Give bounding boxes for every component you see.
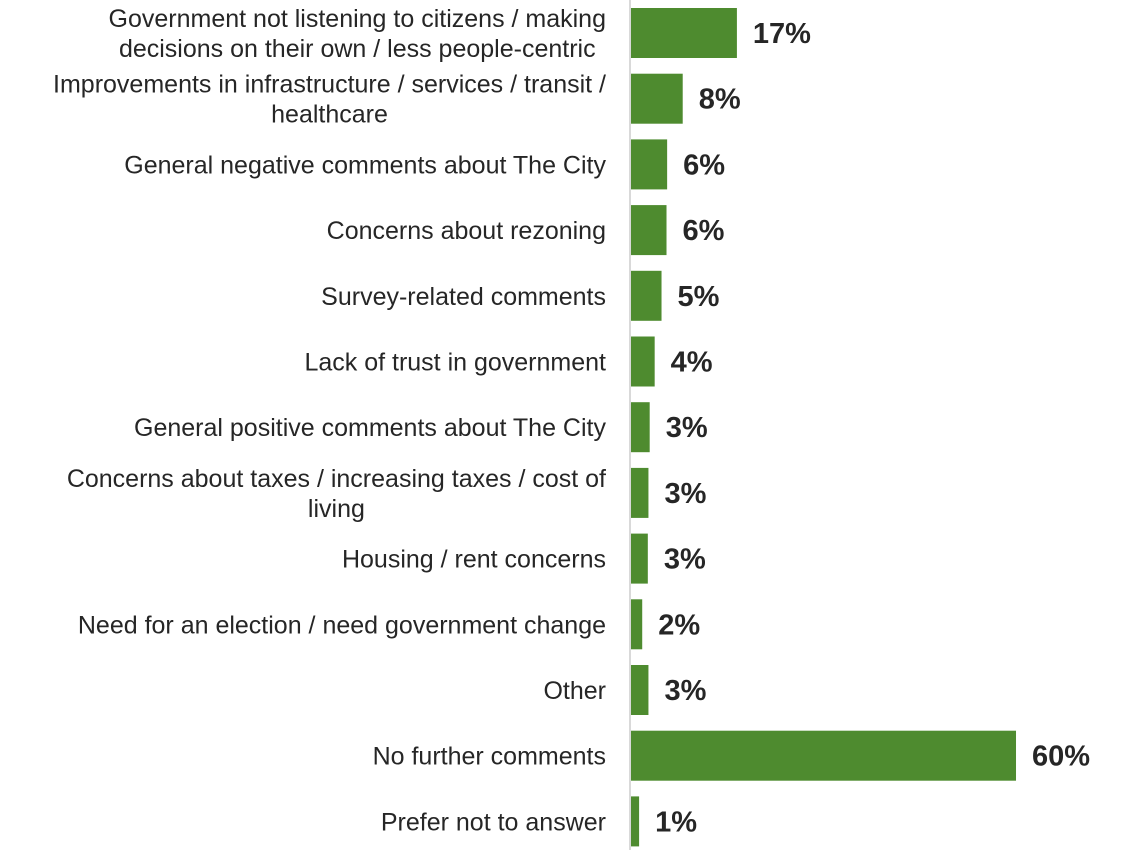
category-label: Prefer not to answer bbox=[381, 808, 606, 836]
category-label-line: Concerns about taxes / increasing taxes … bbox=[67, 465, 606, 493]
bar bbox=[631, 402, 650, 453]
bar bbox=[631, 8, 737, 58]
category-label-line: Concerns about rezoning bbox=[327, 217, 606, 245]
data-label: 6% bbox=[683, 149, 725, 181]
data-label: 60% bbox=[1032, 741, 1090, 773]
data-label: 6% bbox=[683, 215, 725, 247]
category-label: Other bbox=[543, 677, 606, 705]
category-label-line: Improvements in infrastructure / service… bbox=[53, 71, 606, 99]
bar bbox=[631, 205, 667, 256]
bar bbox=[631, 599, 643, 650]
bar bbox=[631, 533, 648, 584]
category-label-line: Need for an election / need government c… bbox=[78, 611, 606, 639]
category-label: Government not listening to citizens / m… bbox=[109, 5, 606, 63]
category-label: Improvements in infrastructure / service… bbox=[53, 71, 606, 129]
bar bbox=[631, 139, 668, 190]
category-label-line: decisions on their own / less people-cen… bbox=[119, 35, 596, 63]
data-label: 5% bbox=[678, 281, 720, 313]
category-label: Lack of trust in government bbox=[304, 349, 606, 377]
data-label: 3% bbox=[666, 412, 708, 444]
category-label: General positive comments about The City bbox=[134, 414, 606, 442]
category-label: Need for an election / need government c… bbox=[78, 611, 606, 639]
bar bbox=[631, 467, 649, 518]
category-label-line: Lack of trust in government bbox=[304, 349, 606, 377]
category-label: General negative comments about The City bbox=[124, 151, 606, 179]
category-label: Survey-related comments bbox=[321, 283, 606, 311]
data-label: 8% bbox=[699, 84, 741, 116]
data-label: 17% bbox=[753, 18, 811, 50]
data-label: 4% bbox=[671, 347, 713, 379]
data-label: 3% bbox=[664, 675, 706, 707]
data-label: 3% bbox=[664, 544, 706, 576]
category-label-line: Prefer not to answer bbox=[381, 808, 606, 836]
category-label-line: living bbox=[308, 495, 365, 523]
bar bbox=[631, 796, 640, 847]
category-label: No further comments bbox=[373, 743, 606, 771]
bar bbox=[631, 665, 649, 715]
category-label-line: General positive comments about The City bbox=[134, 414, 606, 442]
category-label: Housing / rent concerns bbox=[342, 546, 606, 574]
category-label: Concerns about rezoning bbox=[327, 217, 606, 245]
category-label-line: healthcare bbox=[271, 101, 388, 129]
category-label-line: General negative comments about The City bbox=[124, 151, 606, 179]
data-label: 2% bbox=[658, 609, 700, 641]
category-label: Concerns about taxes / increasing taxes … bbox=[67, 465, 606, 523]
category-label-line: Housing / rent concerns bbox=[342, 546, 606, 574]
data-label: 1% bbox=[655, 806, 697, 838]
bar bbox=[631, 336, 655, 387]
category-label-line: Other bbox=[543, 677, 606, 705]
bar bbox=[631, 730, 1017, 781]
category-label-line: Government not listening to citizens / m… bbox=[109, 5, 606, 33]
bar bbox=[631, 270, 662, 321]
category-label-line: No further comments bbox=[373, 743, 606, 771]
category-label-line: Survey-related comments bbox=[321, 283, 606, 311]
data-label: 3% bbox=[664, 478, 706, 510]
bar bbox=[631, 73, 683, 124]
